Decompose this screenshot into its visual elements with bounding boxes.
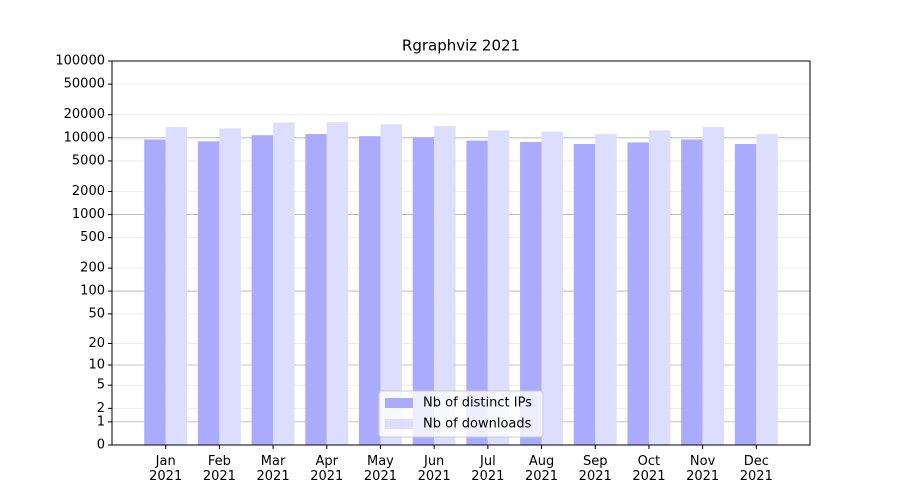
- y-tick-label: 10: [88, 358, 105, 373]
- y-tick-label: 200: [80, 261, 105, 276]
- legend-box: [378, 390, 544, 438]
- y-tick-label: 1: [97, 414, 105, 429]
- y-tick-label: 0: [97, 438, 105, 453]
- x-tick-label: Oct 2021: [632, 454, 666, 484]
- bar: [681, 139, 703, 446]
- x-tick-label: Apr 2021: [310, 454, 344, 484]
- bar: [219, 128, 241, 446]
- legend-label: Nb of downloads: [423, 417, 532, 432]
- y-tick-label: 2000: [72, 184, 105, 199]
- y-tick-label: 1000: [72, 207, 105, 222]
- bar: [165, 127, 188, 445]
- bar: [573, 144, 596, 445]
- bar: [326, 122, 349, 446]
- chart-title: Rgraphviz 2021: [402, 37, 520, 55]
- y-tick-label: 500: [80, 230, 105, 245]
- bar: [434, 126, 456, 446]
- y-tick-label: 5000: [72, 153, 105, 168]
- bar: [144, 139, 166, 446]
- legend-swatch: [385, 398, 413, 408]
- bar: [702, 127, 725, 445]
- x-tick-label: Mar 2021: [256, 454, 290, 484]
- legend-swatch: [385, 419, 413, 429]
- x-tick-label: Sep 2021: [578, 454, 612, 484]
- y-tick-label: 100000: [55, 54, 105, 69]
- x-tick-label: May 2021: [363, 454, 397, 484]
- x-tick-label: Jan 2021: [149, 454, 183, 484]
- bar: [734, 144, 757, 445]
- y-tick-label: 100: [80, 284, 105, 299]
- x-tick-label: Dec 2021: [739, 454, 773, 484]
- bar: [520, 142, 542, 445]
- bar: [627, 142, 649, 445]
- bar: [541, 131, 564, 445]
- bar: [466, 140, 488, 445]
- bar: [595, 134, 617, 446]
- legend: Nb of distinct IPs Nb of downloads: [378, 390, 544, 438]
- plot-frame: [111, 60, 811, 446]
- y-tick-label: 20: [88, 336, 105, 351]
- x-tick-label: Nov 2021: [686, 454, 720, 484]
- bar: [487, 130, 510, 445]
- y-tick-label: 50: [88, 306, 105, 321]
- y-tick-label: 5: [97, 378, 105, 393]
- x-tick-label: Jul 2021: [471, 454, 505, 484]
- bar: [358, 136, 381, 446]
- y-tick-label: 20000: [64, 107, 105, 122]
- bar: [648, 130, 671, 445]
- bar: [197, 141, 220, 445]
- bar: [380, 124, 402, 446]
- y-tick-label: 10000: [64, 130, 105, 145]
- bar: [273, 122, 295, 445]
- bar: [756, 134, 778, 446]
- x-tick-label: Jun 2021: [417, 454, 451, 484]
- x-tick-label: Feb 2021: [202, 454, 236, 484]
- bar: [305, 134, 327, 446]
- y-tick-label: 2: [97, 401, 105, 416]
- x-tick-label: Aug 2021: [524, 454, 559, 484]
- legend-label: Nb of distinct IPs: [423, 396, 532, 411]
- y-tick-label: 50000: [64, 77, 105, 92]
- bar: [251, 135, 274, 446]
- bar: [412, 137, 435, 445]
